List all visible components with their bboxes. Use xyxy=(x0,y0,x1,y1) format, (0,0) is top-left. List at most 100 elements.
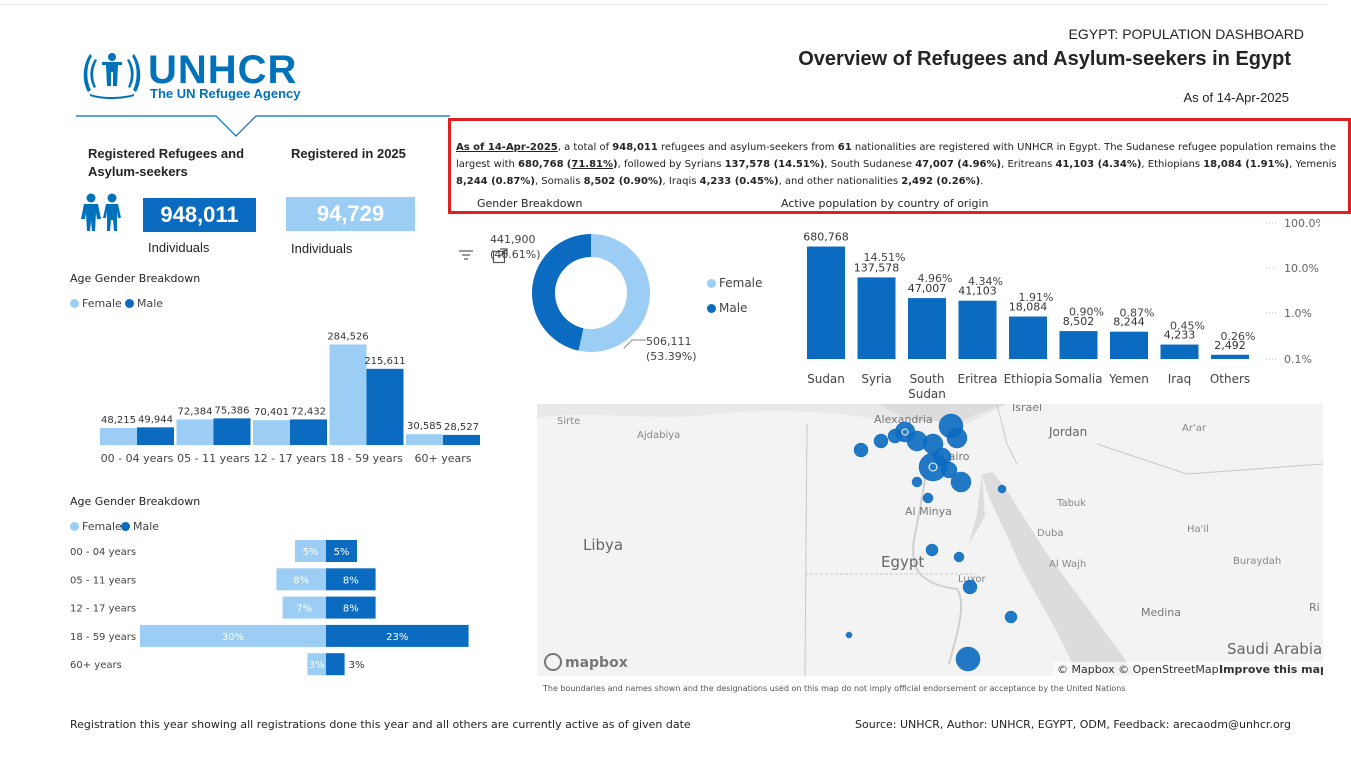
age-axis-label: 12 - 17 years xyxy=(254,452,327,465)
gender-donut-chart xyxy=(531,234,650,352)
map-bubble[interactable] xyxy=(940,461,958,479)
map-bubble[interactable] xyxy=(955,646,981,672)
map-bubble[interactable] xyxy=(925,543,939,557)
map-bubble[interactable] xyxy=(845,631,853,639)
male-donut-label: 441,900 (46.61%) xyxy=(490,232,541,262)
map-bubble[interactable] xyxy=(962,579,978,595)
pyramid-bar-male[interactable] xyxy=(326,568,376,591)
country-bar[interactable] xyxy=(908,298,946,359)
pyramid-bar-male[interactable] xyxy=(326,596,376,619)
country-bar[interactable] xyxy=(1110,331,1148,359)
age-value-label: 72,432 xyxy=(291,406,326,417)
pyramid-bar-female[interactable] xyxy=(295,540,326,562)
filter-icon[interactable] xyxy=(458,248,474,262)
country-axis-label: Others xyxy=(1210,372,1250,386)
age-bar-male[interactable] xyxy=(443,434,480,445)
country-bar[interactable] xyxy=(1160,344,1199,359)
pyramid-bar-male[interactable] xyxy=(326,624,469,647)
improve-map-link[interactable]: Improve this map xyxy=(1219,663,1323,676)
map-bubble[interactable] xyxy=(853,442,869,458)
pyramid-female-label: 8% xyxy=(293,575,309,586)
age-bar-male[interactable] xyxy=(290,419,327,445)
pyramid-bar-female[interactable] xyxy=(276,568,326,591)
y2-tick-label: 0.1% xyxy=(1284,353,1312,366)
map-label-saudi-arabia: Saudi Arabia xyxy=(1227,640,1322,658)
pyramid-male-label: 8% xyxy=(343,604,359,615)
map-label-al-minya: Al Minya xyxy=(905,505,952,518)
country-percent-label: 4.34% xyxy=(968,275,1003,288)
registered-value: 948,011 xyxy=(143,198,256,232)
age-bar-female[interactable] xyxy=(253,420,290,445)
pyramid-bar-female[interactable] xyxy=(282,596,326,619)
age-bar-female[interactable] xyxy=(329,344,367,445)
map-bubble[interactable] xyxy=(953,551,965,563)
age-chart-legend-male: Male xyxy=(125,297,163,310)
country-axis-label: Syria xyxy=(861,372,891,386)
pyramid-bar-male[interactable] xyxy=(326,540,357,562)
country-bar[interactable] xyxy=(807,246,845,359)
map-bubble[interactable] xyxy=(946,427,968,449)
refugee-map[interactable]: Sirte Ajdabiya Alexandria Israel Jordan … xyxy=(537,404,1323,676)
map-bubble[interactable] xyxy=(873,433,889,449)
y2-tick-label: 10.0% xyxy=(1284,262,1319,275)
map-bubble[interactable] xyxy=(911,476,923,488)
donut-slice-female[interactable] xyxy=(578,234,650,352)
age-value-label: 49,944 xyxy=(138,414,173,425)
summary-text: As of 14-Apr-2025, a total of 948,011 re… xyxy=(456,142,1337,187)
age-value-label: 70,401 xyxy=(254,407,289,418)
country-bar[interactable] xyxy=(1059,331,1098,359)
country-percent-label: 4.96% xyxy=(918,272,953,285)
map-label-jordan: Jordan xyxy=(1048,425,1087,439)
country-bar[interactable] xyxy=(1009,316,1047,359)
country-value-label: 8,502 xyxy=(1063,315,1095,328)
y2-tick-label: 100.0% xyxy=(1284,217,1320,230)
map-bubble[interactable] xyxy=(922,492,934,504)
map-label-ajdabiya: Ajdabiya xyxy=(637,430,680,441)
map-label-libya: Libya xyxy=(583,536,623,554)
pyramid-row-label: 00 - 04 years xyxy=(70,547,136,558)
pyramid-female-label: 3% xyxy=(309,660,325,671)
map-bubble[interactable] xyxy=(997,484,1007,494)
country-percent-label: 0.90% xyxy=(1069,306,1104,319)
male-swatch xyxy=(121,522,130,531)
donut-slice-male[interactable] xyxy=(531,234,591,351)
map-label-hail: Ha'il xyxy=(1187,524,1209,535)
age-bar-female[interactable] xyxy=(176,419,214,445)
age-value-label: 30,585 xyxy=(407,421,442,432)
dashboard-super-title: EGYPT: POPULATION DASHBOARD xyxy=(1068,26,1304,42)
mapbox-logo[interactable]: mapbox xyxy=(544,653,628,671)
country-value-label: 41,103 xyxy=(958,285,997,298)
pyramid-legend-male: Male xyxy=(121,520,159,533)
country-bar[interactable] xyxy=(958,300,997,359)
country-axis-label: Sudan xyxy=(807,372,845,386)
pyramid-male-label: 8% xyxy=(343,575,359,586)
age-pyramid-chart: 00 - 04 years 5% 5% 05 - 11 years 8% 8% 12 - 1… xyxy=(70,540,469,676)
age-bar-male[interactable] xyxy=(137,427,174,445)
age-bar-female[interactable] xyxy=(100,427,137,445)
y2-tick-label: 1.0% xyxy=(1284,307,1312,320)
country-bar[interactable] xyxy=(1211,354,1249,359)
gender-breakdown-title: Gender Breakdown xyxy=(477,197,583,210)
female-swatch xyxy=(70,522,79,531)
map-bubble[interactable] xyxy=(1004,610,1018,624)
country-bar[interactable] xyxy=(857,277,896,359)
map-label-arar: Ar'ar xyxy=(1182,423,1207,434)
age-bar-male[interactable] xyxy=(366,368,404,445)
country-value-label: 4,233 xyxy=(1164,329,1196,342)
pyramid-male-label: 3% xyxy=(349,660,365,671)
pyramid-bar-male[interactable] xyxy=(326,653,345,676)
registered-label: Registered Refugees and Asylum-seekers xyxy=(88,146,245,179)
pyramid-male-label: 5% xyxy=(334,547,350,558)
focus-mode-icon[interactable] xyxy=(492,248,508,264)
pyramid-row-label: 05 - 11 years xyxy=(70,575,136,586)
pyramid-bar-female[interactable] xyxy=(140,624,326,647)
age-bar-male[interactable] xyxy=(213,418,251,445)
pyramid-bar-female[interactable] xyxy=(307,653,326,676)
registered-2025-sub: Individuals xyxy=(291,241,353,256)
map-canvas[interactable]: Sirte Ajdabiya Alexandria Israel Jordan … xyxy=(537,404,1323,676)
age-bar-female[interactable] xyxy=(406,434,443,445)
map-bubble[interactable] xyxy=(950,471,972,493)
age-gender-bar-chart: 48,215 49,944 00 - 04 years 72,384 75,386 05 … xyxy=(100,331,480,465)
map-attribution[interactable]: © Mapbox © OpenStreetMap xyxy=(1057,663,1219,676)
logo-wordmark: UNHCR xyxy=(148,48,298,92)
